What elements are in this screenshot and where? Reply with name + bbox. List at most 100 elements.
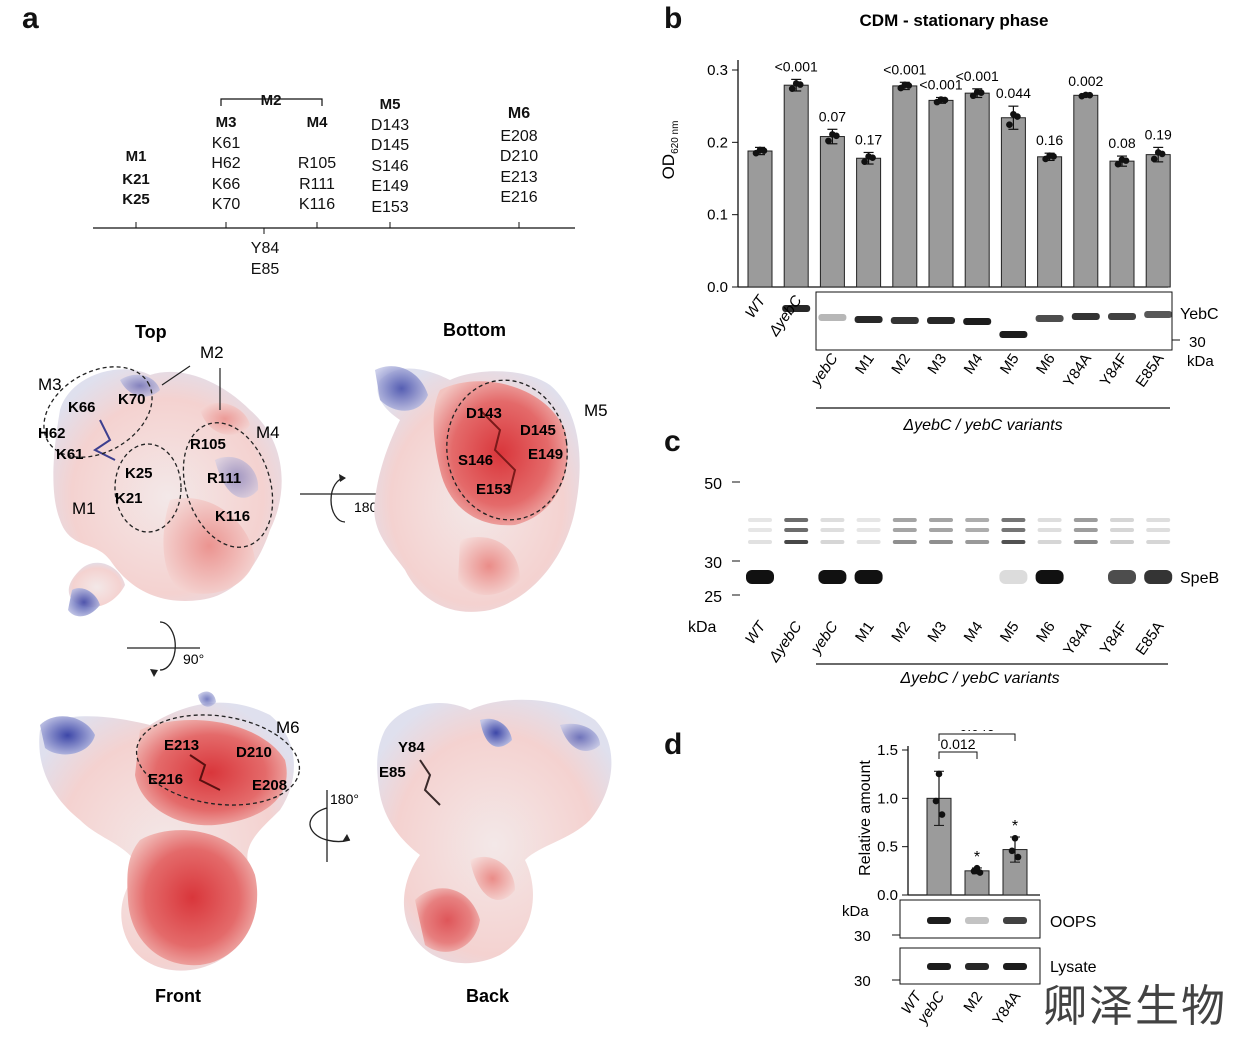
blot-c-lane-label: M6 bbox=[1033, 619, 1059, 646]
intermediate-band bbox=[892, 540, 917, 544]
chart-d-bracket bbox=[938, 733, 1016, 741]
blot-b-marker: 30 bbox=[1189, 334, 1206, 351]
chart-d-category-label: Y84A bbox=[989, 989, 1024, 1029]
chart-b-point bbox=[788, 85, 796, 92]
chart-b-bar bbox=[1000, 117, 1026, 288]
chart-b-bars: <0.0010.070.17<0.001<0.001<0.0010.0440.1… bbox=[747, 58, 1172, 288]
intermediate-band bbox=[1073, 528, 1098, 532]
yebc-band bbox=[927, 317, 955, 324]
chart-b-point bbox=[833, 132, 840, 140]
chart-b-point bbox=[1158, 150, 1166, 158]
top-label-m3: M3 bbox=[38, 375, 62, 394]
front-label-e216: E216 bbox=[148, 771, 183, 788]
top-label-k61: K61 bbox=[56, 446, 84, 463]
yebc-band bbox=[1071, 313, 1100, 320]
chart-b-category-label: M5 bbox=[997, 351, 1023, 378]
chart-b-bar bbox=[856, 157, 882, 288]
chart-b-bar bbox=[819, 136, 845, 288]
watermark-text: 卿泽生物 bbox=[1043, 981, 1227, 1032]
chart-b-category-label: WT bbox=[742, 291, 770, 321]
intermediate-band bbox=[1110, 528, 1134, 532]
chart-d-point bbox=[1011, 834, 1019, 842]
bottom-view-title: Bottom bbox=[443, 320, 506, 340]
chart-d-bracket-label: 0.012 bbox=[940, 736, 975, 752]
chart-b-bar bbox=[1145, 154, 1171, 288]
chart-b-title: CDM - stationary phase bbox=[860, 11, 1049, 30]
chart-d-bracket bbox=[938, 751, 978, 759]
intermediate-band bbox=[1073, 518, 1098, 522]
rotate-180-icon: 180° bbox=[300, 474, 383, 523]
chart-b-pvalue: <0.001 bbox=[883, 61, 926, 77]
domain-map-axis bbox=[93, 98, 575, 234]
intermediate-band bbox=[965, 518, 990, 522]
chart-b-pvalue: 0.002 bbox=[1068, 73, 1103, 89]
top-label-k116: K116 bbox=[215, 508, 250, 525]
chart-b-point bbox=[1050, 153, 1057, 160]
residue-k66: K66 bbox=[211, 175, 241, 193]
intermediate-band bbox=[1037, 540, 1062, 544]
lysate-band bbox=[927, 963, 951, 970]
chart-b-pvalue: 0.19 bbox=[1145, 126, 1172, 142]
chart-b-bar bbox=[964, 92, 990, 288]
group-m5-name: M5 bbox=[379, 96, 401, 113]
bottom-view-surface bbox=[374, 366, 580, 612]
group-m3: M3 K61 H62 K66 K70 bbox=[198, 113, 254, 216]
residue-k61: K61 bbox=[211, 134, 241, 152]
yebc-band bbox=[999, 331, 1028, 338]
oops-band bbox=[1003, 917, 1027, 924]
blot-c-lane-label: M2 bbox=[888, 619, 914, 646]
intermediate-band bbox=[1073, 540, 1098, 544]
intermediate-band bbox=[820, 540, 845, 544]
chart-b-point bbox=[760, 147, 768, 154]
marker-25: 25 bbox=[704, 589, 722, 606]
panel-c-letter: c bbox=[664, 425, 681, 458]
chart-b-bar bbox=[783, 84, 809, 288]
oops-band bbox=[927, 917, 951, 924]
blot-c-lane-label: M4 bbox=[961, 619, 987, 646]
yebc-band bbox=[963, 318, 992, 325]
top-view-surface bbox=[53, 369, 282, 617]
intermediate-band bbox=[784, 518, 809, 522]
chart-d-point bbox=[938, 811, 946, 818]
group-m6-name: M6 bbox=[507, 105, 531, 122]
intermediate-band bbox=[892, 518, 917, 522]
intermediate-band bbox=[929, 518, 953, 522]
chart-b-point bbox=[977, 89, 985, 97]
chart-d-ytick-label: 1.5 bbox=[877, 742, 898, 759]
intermediate-band bbox=[820, 518, 845, 522]
chart-d-point bbox=[1008, 847, 1016, 855]
residue-d210: D210 bbox=[499, 148, 539, 165]
chart-d-axes: 0.0 0.5 1.0 1.5 bbox=[877, 742, 1040, 904]
chart-b-category-label: E85A bbox=[1132, 351, 1167, 391]
residue-k70: K70 bbox=[211, 196, 241, 213]
intermediate-band bbox=[856, 540, 881, 544]
intermediate-band bbox=[1001, 540, 1026, 544]
residue-e208: E208 bbox=[500, 127, 538, 145]
speb-label: SpeB bbox=[1180, 570, 1219, 587]
chart-b-point bbox=[1114, 160, 1122, 168]
chart-b-category-label: M4 bbox=[961, 351, 987, 378]
chart-b-point bbox=[905, 82, 913, 89]
rotate-90-icon: 90° bbox=[127, 621, 204, 677]
top-label-r105: R105 bbox=[190, 436, 226, 453]
svg-text:180°: 180° bbox=[330, 791, 359, 807]
chart-b-point bbox=[1122, 157, 1130, 164]
chart-b-category-label: yebC bbox=[807, 350, 842, 389]
speb-band bbox=[818, 570, 847, 584]
residue-h62: H62 bbox=[211, 155, 241, 172]
bottom-label-e153: E153 bbox=[476, 481, 511, 498]
residue-e85: E85 bbox=[250, 260, 280, 278]
intermediate-band bbox=[1037, 518, 1062, 522]
residue-e216: E216 bbox=[500, 189, 538, 206]
blot-c-lane-label: yebC bbox=[807, 618, 842, 657]
panel-a-letter: a bbox=[22, 2, 39, 35]
blot-c-unit: kDa bbox=[688, 619, 717, 636]
chart-b-pvalue: <0.001 bbox=[956, 68, 999, 84]
front-view-surface bbox=[39, 691, 294, 971]
chart-b-bar bbox=[1037, 156, 1063, 288]
yebc-band bbox=[854, 316, 883, 323]
panel-d-letter: d bbox=[664, 728, 683, 761]
blot-c-lane-label: Y84F bbox=[1097, 619, 1131, 658]
intermediate-band bbox=[784, 540, 809, 544]
